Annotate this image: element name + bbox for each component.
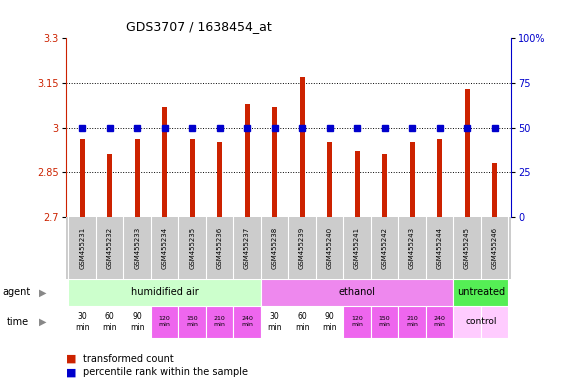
Bar [453,279,508,306]
Text: ▶: ▶ [39,317,46,327]
Bar [178,306,206,338]
Bar [69,279,261,306]
Text: ■: ■ [66,367,76,377]
Text: GDS3707 / 1638454_at: GDS3707 / 1638454_at [126,20,271,33]
Text: GSM455240: GSM455240 [327,227,332,269]
Text: GSM455244: GSM455244 [437,227,443,269]
Text: GSM455237: GSM455237 [244,227,250,269]
Bar [437,139,442,217]
Bar [151,306,178,338]
Bar [272,107,277,217]
Bar [481,306,508,338]
Text: GSM455236: GSM455236 [216,227,223,269]
Text: GSM455241: GSM455241 [354,227,360,269]
Bar [244,104,250,217]
Bar [80,139,85,217]
Text: GSM455238: GSM455238 [272,227,278,269]
Bar [162,107,167,217]
Bar [261,306,288,338]
Bar [426,306,453,338]
Bar [382,154,387,217]
Bar [135,139,140,217]
Text: GSM455242: GSM455242 [381,227,388,269]
Bar [465,89,469,217]
Bar [316,306,343,338]
Text: GSM455234: GSM455234 [162,227,168,269]
Bar [371,306,399,338]
Bar [409,142,415,217]
Text: 240
min: 240 min [433,316,445,327]
Text: 60
min: 60 min [295,312,309,331]
Text: 30
min: 30 min [267,312,282,331]
Bar [343,306,371,338]
Bar [327,142,332,217]
Text: transformed count: transformed count [83,354,174,364]
Text: GSM455243: GSM455243 [409,227,415,269]
Text: 210
min: 210 min [214,316,226,327]
Text: GSM455233: GSM455233 [134,227,140,269]
Text: 30
min: 30 min [75,312,90,331]
Bar [217,142,222,217]
Text: GSM455245: GSM455245 [464,227,470,269]
Text: percentile rank within the sample: percentile rank within the sample [83,367,248,377]
Bar [355,151,360,217]
Bar [69,306,96,338]
Text: agent: agent [3,288,31,298]
Text: 90
min: 90 min [130,312,144,331]
Text: GSM455231: GSM455231 [79,227,85,269]
Text: 90
min: 90 min [323,312,337,331]
Text: 60
min: 60 min [102,312,117,331]
Text: humidified air: humidified air [131,288,199,298]
Text: ▶: ▶ [39,288,46,298]
Text: GSM455239: GSM455239 [299,227,305,269]
Text: GSM455232: GSM455232 [107,227,112,269]
Text: 210
min: 210 min [406,316,418,327]
Bar [492,163,497,217]
Text: control: control [465,317,497,326]
Text: GSM455246: GSM455246 [492,227,497,269]
Text: 120
min: 120 min [351,316,363,327]
Bar [206,306,234,338]
Bar [96,306,123,338]
Text: GSM455235: GSM455235 [189,227,195,269]
Bar [234,306,261,338]
Text: 150
min: 150 min [186,316,198,327]
Bar [288,306,316,338]
Text: untreated: untreated [457,288,505,298]
Bar [453,306,481,338]
Text: ethanol: ethanol [339,288,376,298]
Text: 150
min: 150 min [379,316,391,327]
Bar [261,279,453,306]
Text: 240
min: 240 min [241,316,253,327]
Bar [123,306,151,338]
Bar [107,154,112,217]
Text: ■: ■ [66,354,76,364]
Text: 120
min: 120 min [159,316,171,327]
Text: time: time [7,317,29,327]
Bar [300,77,304,217]
Bar [399,306,426,338]
Bar [190,139,195,217]
